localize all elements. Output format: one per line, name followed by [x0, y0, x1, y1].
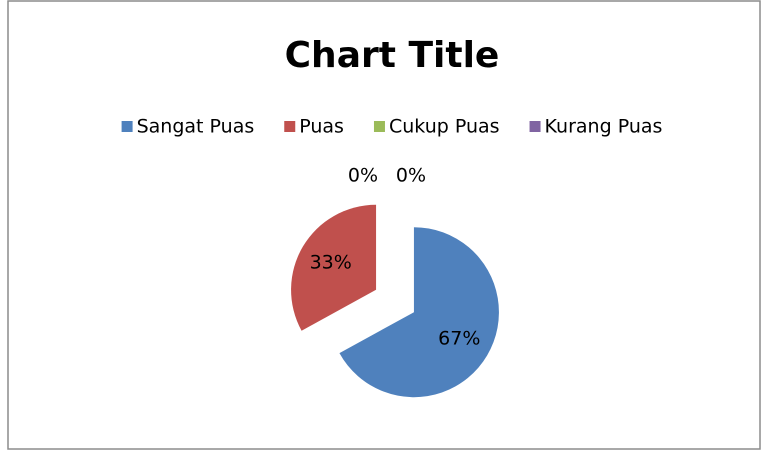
legend-swatch [373, 121, 385, 132]
legend-label: Kurang Puas [545, 116, 663, 138]
pie-slice [291, 204, 377, 331]
legend-swatch [284, 121, 296, 132]
chart-title: Chart Title [285, 35, 500, 76]
data-label: 0% [396, 165, 426, 187]
data-label: 33% [310, 251, 352, 273]
data-label: 67% [438, 328, 480, 350]
legend-swatch [529, 121, 541, 132]
legend-label: Puas [299, 116, 344, 138]
legend-label: Cukup Puas [389, 116, 500, 138]
pie-slice [339, 227, 499, 398]
legend-label: Sangat Puas [137, 116, 255, 138]
legend-swatch [121, 121, 133, 132]
data-label: 0% [348, 165, 378, 187]
